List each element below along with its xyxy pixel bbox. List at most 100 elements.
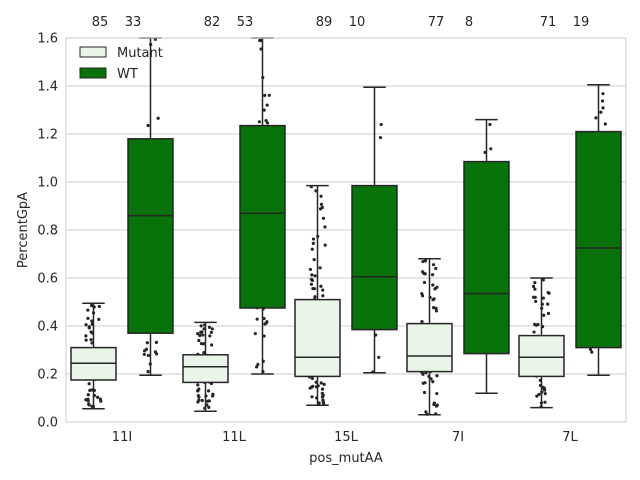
strip-point — [431, 306, 436, 310]
strip-point — [542, 386, 546, 390]
strip-point — [431, 380, 435, 384]
strip-point — [432, 402, 436, 407]
legend-swatch — [79, 67, 107, 79]
strip-point — [310, 395, 314, 399]
strip-point — [205, 399, 210, 403]
strip-point — [600, 99, 605, 103]
strip-point — [421, 381, 425, 385]
strip-point — [599, 110, 603, 114]
strip-point — [435, 374, 439, 378]
strip-point — [435, 403, 439, 407]
x-tick-label: 7I — [452, 430, 464, 445]
strip-point — [254, 365, 259, 369]
strip-point — [206, 389, 211, 393]
strip-point — [311, 241, 315, 245]
strip-point — [84, 398, 88, 402]
strip-point — [534, 299, 538, 304]
box — [463, 160, 510, 355]
strip-point — [543, 400, 547, 404]
strip-point — [533, 295, 537, 299]
strip-point — [310, 247, 314, 251]
strip-point — [201, 333, 205, 337]
plot-frame — [65, 37, 627, 423]
strip-point — [423, 259, 428, 263]
strip-point — [531, 284, 536, 288]
strip-point — [534, 323, 538, 327]
y-tick-label: 0.0 — [37, 416, 58, 431]
strip-point — [89, 338, 93, 342]
strip-point — [594, 116, 598, 120]
count-label: 19 — [573, 15, 590, 30]
count-label: 33 — [125, 15, 142, 30]
strip-point — [256, 362, 260, 367]
strip-point — [97, 317, 101, 321]
box — [239, 124, 286, 309]
legend-label: WT — [117, 67, 138, 82]
strip-point — [207, 325, 212, 329]
strip-point — [533, 287, 537, 291]
count-label: 10 — [349, 15, 366, 30]
strip-point — [87, 382, 91, 386]
strip-point — [153, 350, 158, 354]
strip-point — [318, 266, 322, 270]
y-tick-label: 1.4 — [37, 80, 58, 95]
strip-point — [262, 334, 266, 338]
box — [575, 130, 622, 349]
strip-point — [590, 350, 594, 354]
strip-point — [488, 122, 492, 127]
strip-point — [90, 388, 94, 392]
strip-point — [422, 271, 426, 275]
strip-point — [96, 395, 100, 399]
strip-point — [321, 398, 325, 402]
strip-point — [546, 302, 550, 306]
strip-point — [541, 296, 545, 300]
strip-point — [257, 120, 261, 124]
y-tick-label: 1.2 — [37, 128, 58, 143]
box — [406, 322, 453, 373]
strip-point — [543, 392, 547, 396]
strip-point — [310, 273, 314, 277]
strip-point — [210, 327, 214, 331]
strip-point — [142, 352, 146, 357]
strip-point — [420, 292, 424, 296]
strip-point — [311, 237, 316, 241]
strip-point — [321, 288, 325, 292]
strip-point — [420, 319, 424, 324]
strip-point — [321, 393, 325, 398]
strip-point — [84, 323, 88, 327]
x-tick-label: 7L — [562, 430, 578, 445]
strip-point — [97, 304, 101, 309]
strip-point — [262, 108, 266, 112]
y-tick-label: 0.6 — [37, 272, 58, 287]
strip-point — [145, 341, 149, 345]
strip-point — [86, 393, 90, 397]
x-axis-label: pos_mutAA — [309, 451, 383, 466]
strip-point — [86, 308, 90, 312]
strip-point — [422, 390, 427, 395]
strip-point — [313, 295, 317, 299]
strip-point — [311, 384, 315, 388]
strip-point — [309, 282, 314, 286]
strip-point — [87, 402, 91, 406]
strip-point — [546, 311, 551, 316]
strip-point — [196, 389, 200, 393]
strip-point — [435, 391, 439, 396]
strip-point — [601, 92, 605, 96]
strip-point — [156, 116, 160, 120]
strip-point — [489, 147, 493, 151]
count-labels: 85 82 89 77 71 33 53 10 8 19 — [92, 15, 590, 30]
strip-point — [309, 277, 314, 281]
strip-point — [323, 243, 327, 247]
strip-point — [196, 383, 200, 387]
strip-point — [265, 121, 270, 125]
strip-point — [84, 334, 88, 338]
strip-point — [321, 294, 325, 298]
strip-point — [537, 392, 541, 396]
y-tick-label: 1.0 — [37, 176, 58, 191]
strip-point — [533, 281, 537, 285]
strip-point — [265, 103, 269, 107]
strip-point — [532, 330, 536, 334]
y-axis-label: PercentGpA — [16, 192, 31, 268]
box — [351, 184, 398, 331]
